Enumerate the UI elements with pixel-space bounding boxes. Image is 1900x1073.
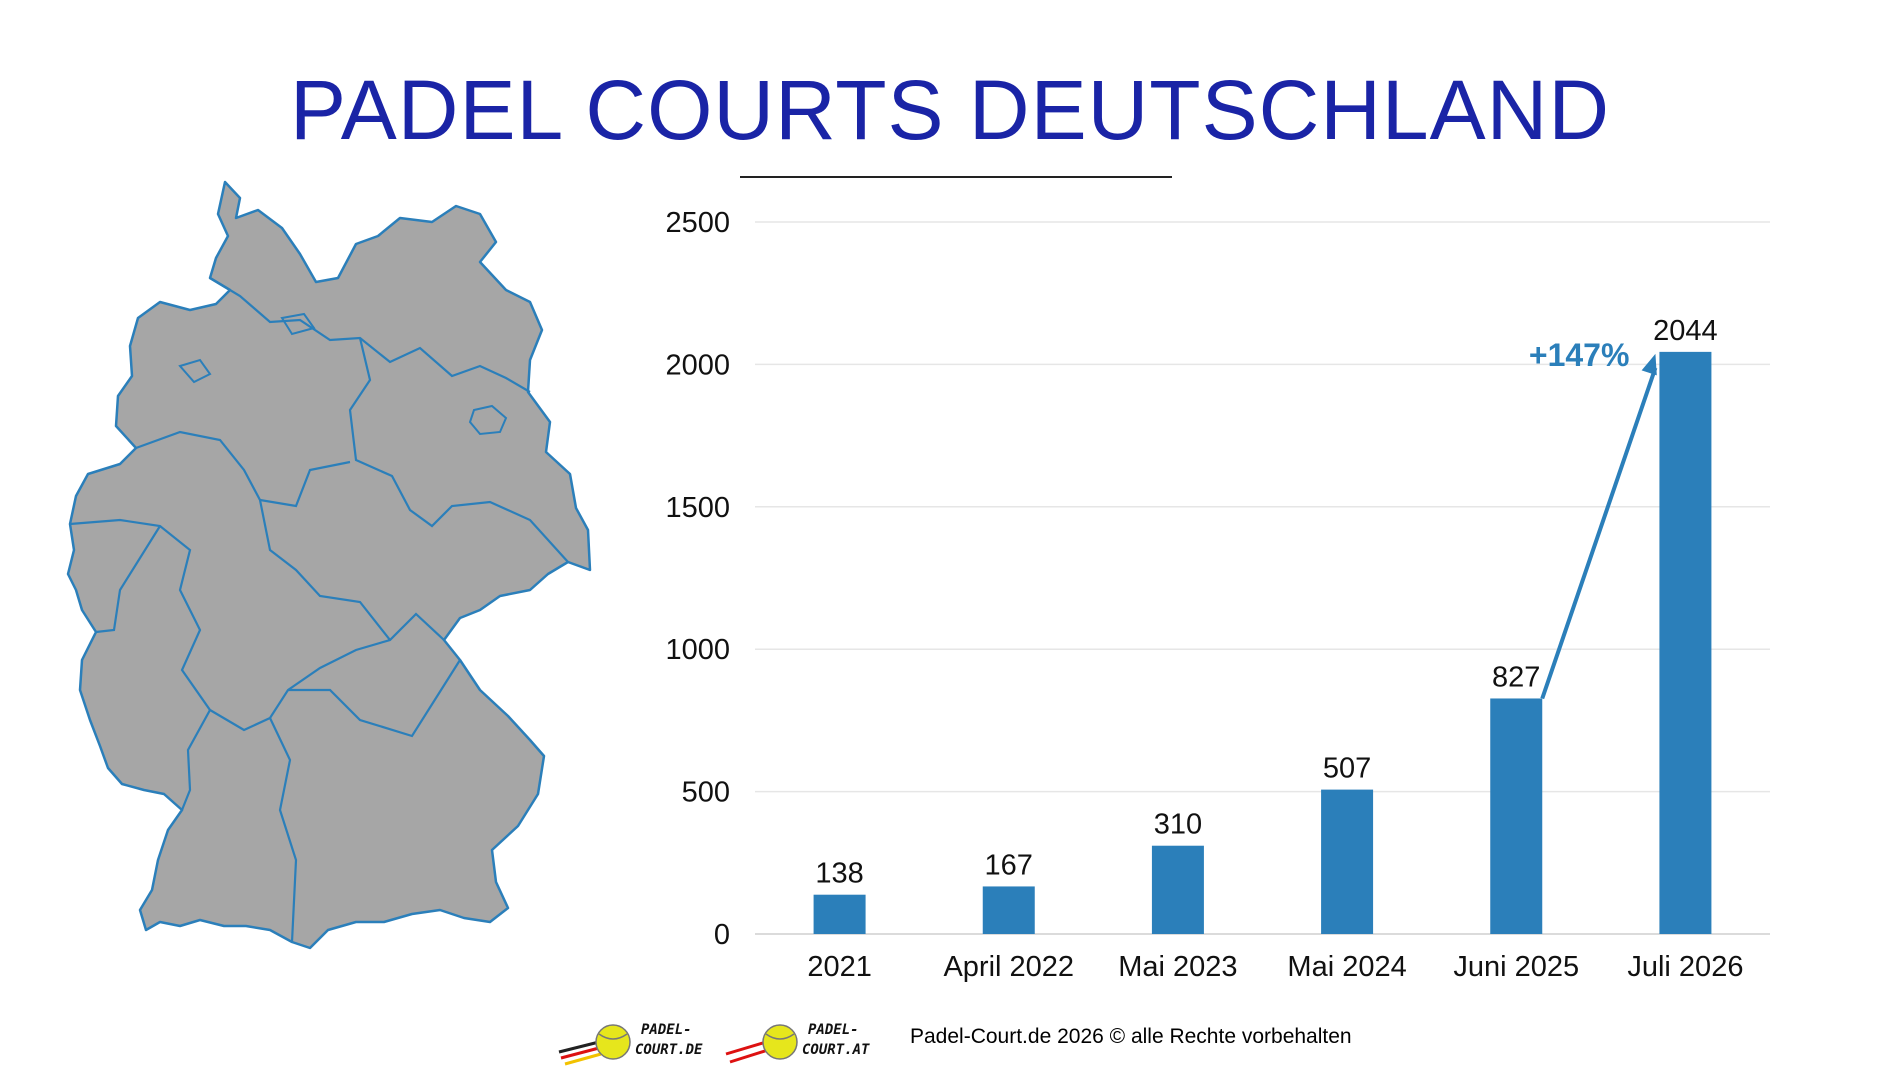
x-tick-label: Mai 2024 (1287, 951, 1406, 983)
logo-text-line2: COURT.DE (635, 1042, 703, 1058)
annotation-label: +147% (1529, 337, 1630, 373)
logo-padel-court-at: PADEL- COURT.AT (722, 1012, 892, 1068)
value-label: 138 (815, 858, 863, 890)
logo-text-line1: PADEL- (808, 1022, 859, 1038)
hamburg-region (280, 312, 316, 336)
germany-map-icon (66, 180, 592, 950)
bremen-region (178, 358, 212, 384)
y-tick-label: 2500 (665, 207, 730, 239)
bars (813, 351, 1712, 935)
value-label: 507 (1323, 753, 1371, 785)
bar (1321, 789, 1374, 934)
title-divider (740, 176, 1172, 178)
value-label: 2044 (1653, 315, 1718, 347)
gridlines (755, 221, 1770, 935)
bar (813, 894, 866, 934)
page-title: PADEL COURTS DEUTSCHLAND (289, 63, 1610, 157)
value-labels: 138 167 310 507 827 2044 (815, 315, 1717, 890)
x-axis-ticks: 2021 April 2022 Mai 2023 Mai 2024 Juni 2025 J… (807, 951, 1743, 983)
y-tick-label: 2000 (665, 349, 730, 381)
arrow-icon (1641, 353, 1657, 376)
logo-text-line1: PADEL- (641, 1022, 692, 1038)
bar (1151, 845, 1204, 934)
bar (1490, 698, 1543, 934)
x-tick-label: April 2022 (943, 951, 1074, 983)
berlin-region (468, 404, 508, 436)
bar (982, 886, 1035, 934)
y-tick-label: 0 (714, 919, 730, 951)
state-border (288, 659, 461, 738)
state-border (180, 709, 211, 811)
x-tick-label: Juli 2026 (1627, 951, 1743, 983)
state-border (135, 430, 351, 508)
y-tick-label: 1500 (665, 492, 730, 524)
y-axis-ticks: 0 500 1000 1500 2000 2500 (665, 207, 730, 951)
x-tick-label: Juni 2025 (1453, 951, 1579, 983)
state-border (69, 518, 445, 732)
value-label: 167 (985, 849, 1033, 881)
state-border (348, 337, 569, 563)
value-label: 310 (1154, 809, 1202, 841)
y-tick-label: 1000 (665, 634, 730, 666)
padel-ball-icon (558, 1024, 631, 1066)
state-border (258, 499, 391, 641)
padel-ball-icon (725, 1024, 798, 1064)
growth-annotation: +147% (1529, 337, 1658, 700)
logo-padel-court-de: PADEL- COURT.DE (555, 1012, 725, 1068)
copyright-text: Padel-Court.de 2026 © alle Rechte vorbeh… (910, 1025, 1352, 1048)
logo-text-line2: COURT.AT (802, 1042, 870, 1058)
bar (1659, 351, 1712, 935)
x-tick-label: 2021 (807, 951, 872, 983)
y-tick-label: 500 (682, 777, 730, 809)
state-border (269, 717, 298, 943)
arrow-line (1540, 367, 1658, 700)
state-border (95, 525, 161, 634)
x-tick-label: Mai 2023 (1118, 951, 1237, 983)
value-label: 827 (1492, 661, 1540, 693)
state-border (209, 277, 531, 393)
